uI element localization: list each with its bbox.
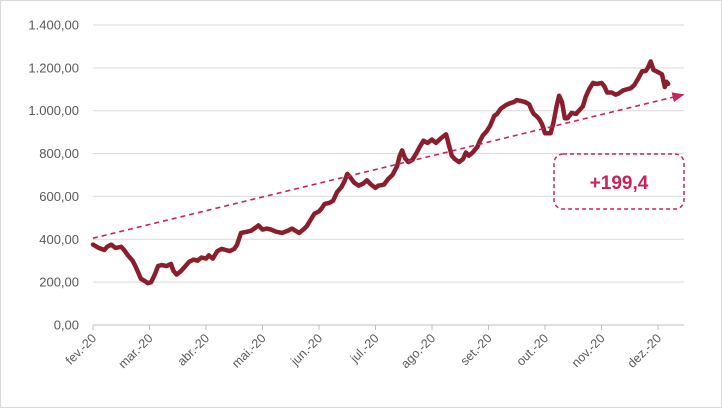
x-tick-label: set.-20 — [458, 331, 495, 368]
x-tick-label: out.-20 — [514, 331, 551, 368]
y-tick-label: 1.000,00 — [28, 103, 79, 118]
x-tick-label: mai.-20 — [229, 331, 268, 370]
x-tick-label: ago.-20 — [398, 331, 438, 371]
y-tick-label: 800,00 — [39, 146, 79, 161]
y-axis: 0,00 200,00 400,00 600,00 800,00 1.000,00 1.20… — [28, 18, 79, 333]
x-tick-label: jun.-20 — [287, 331, 325, 369]
y-tick-label: 0,00 — [54, 318, 79, 333]
annotation-text: +199,4 — [590, 173, 649, 194]
x-tick-label: mar.-20 — [116, 331, 156, 371]
trendline-layer — [92, 92, 685, 239]
x-tick-label: jul.-20 — [347, 331, 382, 366]
gridlines — [93, 24, 684, 283]
trendline-arrow — [92, 92, 685, 239]
x-tick-label: dez.-20 — [625, 331, 664, 370]
series-line — [90, 59, 671, 286]
x-tick-label: fev.-20 — [63, 331, 99, 367]
y-tick-label: 600,00 — [39, 189, 79, 204]
y-tick-label: 400,00 — [39, 232, 79, 247]
x-tick-label: abr.-20 — [175, 331, 212, 368]
x-tick-label: nov.-20 — [569, 331, 608, 370]
annotation-callout: +199,4 — [553, 153, 685, 210]
y-tick-label: 200,00 — [39, 275, 79, 290]
annotation-box — [553, 153, 685, 210]
y-tick-label: 1.200,00 — [28, 60, 79, 75]
x-axis: fev.-20 mar.-20 abr.-20 mai.-20 jun.-20 jul.-… — [63, 324, 684, 371]
series-layer — [90, 59, 671, 286]
y-tick-label: 1.400,00 — [28, 18, 79, 33]
